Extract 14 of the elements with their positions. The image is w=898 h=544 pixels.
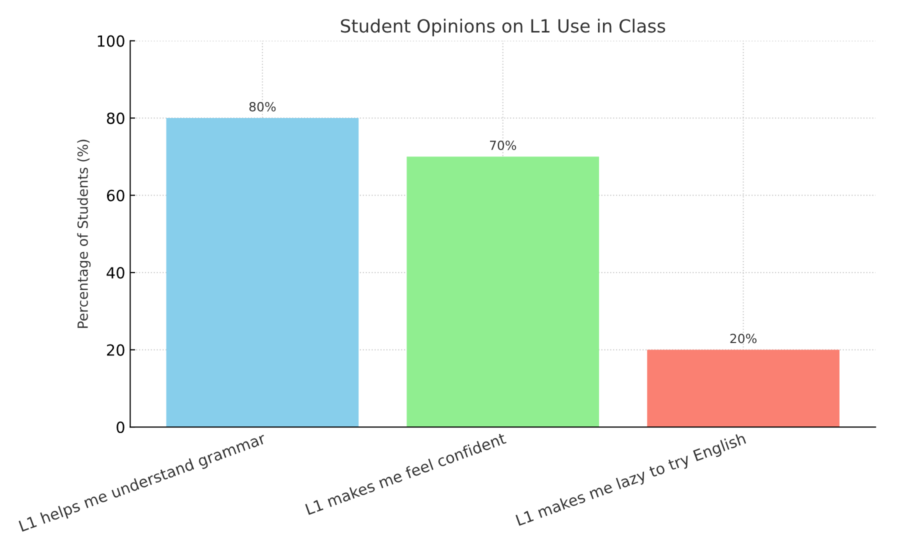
y-tick-label: 40 [106,267,124,279]
bar [406,156,600,428]
y-tick-label: 0 [116,422,124,434]
data-label: 70% [490,140,516,150]
y-tick-label: 20 [107,344,124,356]
data-label: 80% [249,102,276,112]
y-axis-title: Percentage of Students (%) [77,140,91,328]
chart-title: Student Opinions on L1 Use in Class [340,18,666,36]
y-tick-label: 80 [106,112,124,124]
data-label: 20% [730,334,757,344]
bar [166,118,359,428]
y-tick-label: 60 [106,190,124,202]
bar [647,350,840,428]
y-tick-label: 100 [98,35,124,47]
